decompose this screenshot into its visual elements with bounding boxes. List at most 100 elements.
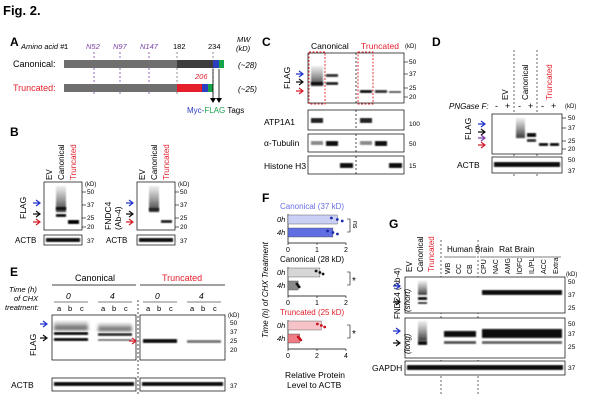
b1-marker-25: 25 <box>87 215 95 222</box>
f-chart-2: Canonical (28 kD) 0 1 2 0h 4h * <box>277 255 356 307</box>
g-gapdh-marker: 37 <box>568 365 576 372</box>
g-human-brain: Human Brain <box>447 245 494 254</box>
g-lane-canonical: Canonical <box>416 236 425 272</box>
f-tick-label: 0 <box>286 300 290 307</box>
svg-text:Myc-FLAG Tags: Myc-FLAG Tags <box>187 106 244 115</box>
c-row-flag: FLAG <box>282 67 292 89</box>
site-n97: N97 <box>113 42 128 51</box>
g-lane-lofc: lOFC <box>517 258 524 274</box>
c-group-canonical: Canonical <box>311 41 349 51</box>
e-time-label-2: of CHX <box>14 294 39 303</box>
g-short-marker-25: 25 <box>568 305 576 312</box>
d-kd: (kD) <box>565 104 576 110</box>
b2-ab4-label: (Ab-4) <box>113 206 123 230</box>
e-rep-11: b <box>201 304 205 313</box>
panel-f: F Time (h) of CHX Treatment Canonical (3… <box>261 191 358 390</box>
e-time-label-1: Time (h) <box>9 285 37 294</box>
g-long-marker-37: 37 <box>568 331 576 338</box>
c-atp-marker: 100 <box>409 121 420 128</box>
f-point <box>299 338 303 342</box>
f-point <box>336 232 339 236</box>
f-significance: ns <box>351 221 358 229</box>
e-time-label-3: treatment: <box>5 303 39 312</box>
e-rep-7: a <box>146 304 151 313</box>
aa-206: 206 <box>194 72 208 81</box>
canonical-label: Canonical: <box>13 59 56 69</box>
e-marker-37: 37 <box>230 329 238 336</box>
b2-marker-20: 20 <box>180 224 188 231</box>
f-bar <box>287 214 338 225</box>
f-tick-label: 0 <box>286 353 290 360</box>
e-rep-4: a <box>101 304 106 313</box>
f-chart-3: Truncated (25 kD) 0 2 4 0h 4h * <box>277 308 356 360</box>
e-kd: (kD) <box>228 313 239 319</box>
g-lane-wb: WB <box>445 262 452 274</box>
g-fndc4-short: FNDC4 (Ab-4) <box>393 268 402 319</box>
truncated-myc-tag <box>202 84 208 92</box>
b1-flag-label: FLAG <box>18 197 28 219</box>
f-bar <box>287 227 334 238</box>
b1-marker-50: 50 <box>87 189 95 196</box>
c-marker-50: 50 <box>409 59 417 66</box>
d-sign-5: - <box>541 101 544 111</box>
g-kd: (kD) <box>566 272 577 278</box>
f-tick-label: 1 <box>315 300 319 307</box>
aa-one: 1 <box>64 42 68 51</box>
canonical-myc-tag <box>213 60 219 68</box>
d-flag-label: FLAG <box>463 118 473 140</box>
e-group-canonical: Canonical <box>75 273 115 283</box>
e-rep-9: c <box>169 304 173 313</box>
g-short-marker-37: 37 <box>568 292 576 299</box>
f-chart-title: Truncated (25 kD) <box>280 308 345 317</box>
g-long-label: (long) <box>403 333 412 354</box>
mw-header: MW <box>237 35 251 44</box>
g-short-marker-50: 50 <box>568 279 576 286</box>
tags-suffix: Tags <box>225 106 244 115</box>
amino-acid-header: Amino acid #: <box>20 42 66 51</box>
truncated-label: Truncated: <box>13 83 56 93</box>
g-long-marker-50: 50 <box>568 321 576 328</box>
aa-234: 234 <box>208 42 221 51</box>
tags-myc: Myc- <box>187 106 205 115</box>
e-rep-3: c <box>80 304 84 313</box>
e-rep-2: b <box>68 304 72 313</box>
c-marker-25: 25 <box>409 85 417 92</box>
panel-g: G EV Canonical Truncated Human Brain Rat… <box>372 217 577 395</box>
f-tick-label: 4 <box>344 353 348 360</box>
g-short-label: (short) <box>403 289 412 312</box>
f-category-label: 0h <box>277 215 285 224</box>
c-kd: (kD) <box>405 44 416 50</box>
e-actb-label: ACTB <box>11 380 34 390</box>
e-time-0b: 0 <box>155 291 160 301</box>
d-lane-canonical: Canonical <box>521 64 530 100</box>
f-significance: * <box>352 276 356 287</box>
g-rat-brain: Rat Brain <box>499 244 535 254</box>
b2-lane-ev: EV <box>138 169 147 180</box>
canonical-mw: (~28) <box>238 61 257 70</box>
f-bar <box>287 280 299 291</box>
e-rep-12: c <box>213 304 217 313</box>
c-marker-20: 20 <box>409 94 417 101</box>
panel-d: D EV Canonical Truncated PNGase F: - + -… <box>432 35 576 178</box>
d-sign-6: + <box>551 101 556 111</box>
panel-label-g: G <box>389 217 398 231</box>
b1-actb-marker: 37 <box>87 238 95 245</box>
truncated-flag-tag <box>208 84 213 92</box>
f-x-title-2: Level to ACTB <box>287 380 342 390</box>
f-point <box>331 231 335 234</box>
truncated-core-bar <box>64 84 177 92</box>
f-tick-label: 2 <box>344 247 348 254</box>
e-actb-marker: 37 <box>230 383 238 390</box>
f-bar <box>287 320 322 331</box>
e-marker-20: 20 <box>230 347 238 354</box>
f-category-label: 4h <box>277 334 285 343</box>
e-time-4b: 4 <box>199 291 204 301</box>
g-lane-cb: CB <box>467 264 474 274</box>
f-chart-title: Canonical (28 kD) <box>280 255 344 264</box>
f-tick-label: 1 <box>315 247 319 254</box>
e-marker-50: 50 <box>230 320 238 327</box>
c-row-h3: Histone H3 <box>264 161 306 171</box>
c-row-atp1a1: ATP1A1 <box>264 117 295 127</box>
d-sign-4: + <box>528 101 533 111</box>
